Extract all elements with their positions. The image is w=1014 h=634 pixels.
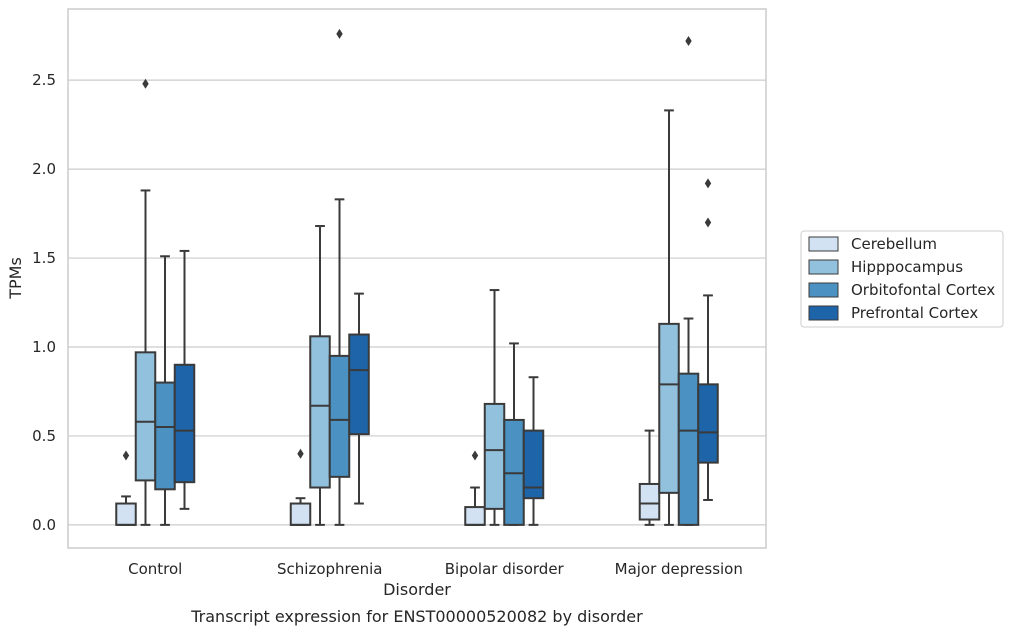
y-tick-label: 1.0: [32, 338, 56, 356]
box-cerebellum: [289, 448, 312, 526]
legend-label: Prefrontal Cortex: [851, 304, 978, 322]
box-iqr: [522, 429, 545, 500]
box-iqr: [154, 381, 176, 491]
box-orbitofontal-cortex: [328, 28, 351, 526]
box-iqr: [348, 333, 370, 436]
y-axis-label: TPMs: [6, 257, 25, 300]
box-hipppocampus: [134, 78, 157, 526]
legend-label: Orbitofontal Cortex: [851, 281, 995, 299]
outlier-point: [122, 450, 130, 461]
y-tick-label: 0.0: [32, 516, 56, 534]
box-iqr: [134, 351, 157, 482]
box-iqr: [677, 372, 700, 526]
box-orbitofontal-cortex: [154, 255, 176, 526]
box-iqr: [638, 482, 661, 521]
legend-swatch: [808, 282, 839, 298]
outlier-point: [704, 217, 712, 228]
box-orbitofontal-cortex: [677, 36, 700, 526]
legend-swatch: [808, 236, 839, 252]
legend-swatch: [808, 305, 839, 321]
x-tick-label: Major depression: [615, 560, 743, 578]
box-prefrontal-cortex: [173, 249, 196, 510]
outlier-point: [336, 28, 343, 39]
outlier-point: [297, 448, 304, 459]
box-hipppocampus: [658, 109, 680, 526]
box-iqr: [658, 322, 680, 494]
box-iqr: [173, 363, 196, 484]
y-tick-label: 2.5: [32, 71, 56, 89]
x-tick-label: Bipolar disorder: [445, 560, 565, 578]
box-orbitofontal-cortex: [503, 342, 525, 526]
y-tick-label: 1.5: [32, 249, 56, 267]
box-iqr: [464, 506, 486, 526]
box-cerebellum: [464, 450, 486, 526]
outlier-point: [471, 450, 479, 461]
y-tick-label: 2.0: [32, 160, 56, 178]
box-iqr: [309, 335, 331, 489]
legend-label: Hipppocampus: [851, 258, 963, 276]
box-cerebellum: [115, 450, 137, 526]
legend-label: Cerebellum: [851, 235, 937, 253]
box-hipppocampus: [483, 289, 506, 526]
box-iqr: [697, 383, 719, 464]
plot-area-frame: [67, 8, 767, 549]
box-cerebellum: [638, 429, 661, 526]
x-axis-ticks: Control Schizophrenia Bipolar disorder Majo…: [128, 560, 743, 578]
x-axis-label: Disorder: [383, 580, 451, 599]
box-prefrontal-cortex: [697, 178, 719, 501]
x-tick-label: Control: [128, 560, 182, 578]
outlier-point: [142, 78, 149, 89]
outlier-point: [685, 36, 692, 47]
box-iqr: [289, 502, 312, 526]
box-iqr: [115, 502, 137, 526]
box-iqr: [328, 354, 351, 478]
legend-frame: [800, 230, 1004, 328]
box-hipppocampus: [309, 225, 331, 526]
y-axis-ticks: 0.0 0.5 1.0 1.5 2.0 2.5: [32, 71, 56, 534]
legend-swatch: [808, 259, 839, 275]
box-prefrontal-cortex: [348, 292, 370, 505]
box-iqr: [483, 402, 506, 510]
outlier-point: [704, 178, 712, 189]
legend: Cerebellum Hipppocampus Orbitofontal Corte…: [800, 230, 1004, 328]
x-tick-label: Schizophrenia: [277, 560, 382, 578]
y-tick-label: 0.5: [32, 427, 56, 445]
box-groups: [115, 28, 719, 526]
box-prefrontal-cortex: [522, 376, 545, 526]
chart-caption: Transcript expression for ENST0000052008…: [190, 607, 643, 626]
